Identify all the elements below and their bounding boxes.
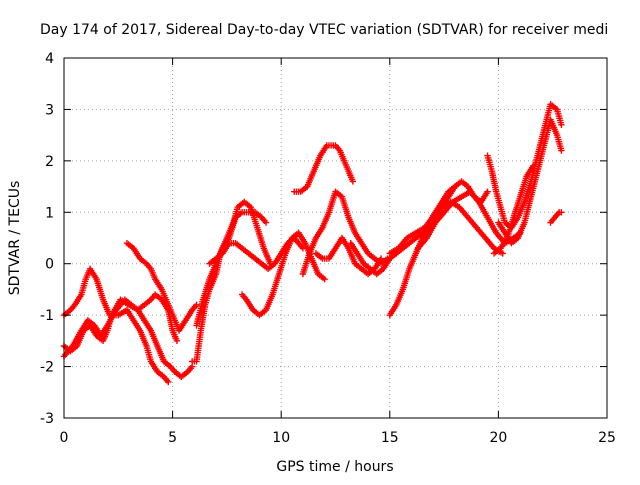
y-tick-label: 0 bbox=[45, 257, 54, 273]
x-tick-label: 5 bbox=[168, 430, 177, 446]
x-tick-label: 0 bbox=[60, 430, 69, 446]
data-point-marker bbox=[173, 337, 181, 345]
chart-title: Day 174 of 2017, Sidereal Day-to-day VTE… bbox=[40, 22, 608, 38]
plot-frame bbox=[63, 57, 608, 419]
y-tick-label: 3 bbox=[45, 102, 54, 118]
series-track-17 bbox=[495, 116, 565, 247]
data-point-marker bbox=[484, 188, 491, 195]
series-track-9 bbox=[291, 142, 357, 195]
data-point-marker bbox=[499, 250, 506, 257]
data-point-marker bbox=[321, 275, 328, 283]
series-track-6 bbox=[193, 209, 270, 329]
data-point-marker bbox=[193, 301, 200, 309]
y-tick-label: -2 bbox=[40, 360, 54, 376]
data-point-marker bbox=[165, 378, 172, 386]
series-track-5 bbox=[188, 198, 274, 365]
data-point-marker bbox=[529, 162, 537, 170]
y-axis-label: SDTVAR / TECUs bbox=[7, 181, 23, 296]
series-track-4 bbox=[123, 239, 200, 334]
y-tick-label: 1 bbox=[45, 205, 54, 221]
series-track-8 bbox=[238, 229, 328, 319]
x-axis-label: GPS time / hours bbox=[276, 459, 393, 475]
data-point-marker bbox=[558, 147, 565, 154]
y-tick-label: 2 bbox=[45, 154, 54, 170]
data-point-marker bbox=[558, 121, 565, 129]
y-tick-label: -1 bbox=[40, 308, 54, 324]
data-point-marker bbox=[377, 255, 385, 262]
x-tick-label: 15 bbox=[381, 430, 399, 446]
y-tick-label: 4 bbox=[45, 51, 54, 67]
series-track-19 bbox=[547, 209, 565, 226]
series-track-1 bbox=[60, 265, 172, 386]
y-tick-label: -3 bbox=[40, 411, 54, 427]
x-tick-label: 10 bbox=[272, 430, 290, 446]
series-track-3 bbox=[60, 296, 196, 381]
x-tick-label: 20 bbox=[489, 430, 507, 446]
tick-layer: 0 5 10 15 20 25 -3 -2 -1 0 1 2 3 4 bbox=[40, 51, 616, 446]
data-point-marker bbox=[558, 209, 565, 216]
data-layer bbox=[60, 101, 565, 386]
series-track-18 bbox=[490, 162, 537, 257]
data-point-marker bbox=[262, 219, 270, 226]
x-tick-label: 25 bbox=[598, 430, 616, 446]
data-point-marker bbox=[349, 178, 357, 185]
